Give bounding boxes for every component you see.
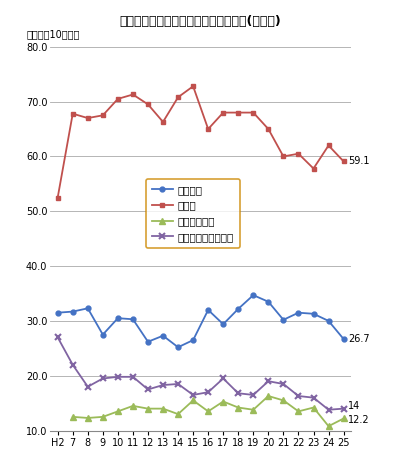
脳内出血 [100, 332, 105, 337]
脳梗塞 [296, 151, 301, 156]
Legend: 脳内出血, 脳梗塞, くも膜下出血, その他の脳血管疾患: 脳内出血, 脳梗塞, くも膜下出血, その他の脳血管疾患 [145, 179, 240, 249]
その他の脳血管疾患 [251, 392, 256, 398]
脳内出血 [326, 318, 331, 324]
くも膜下出血 [176, 411, 181, 417]
くも膜下出血 [70, 414, 75, 420]
くも膜下出血 [85, 415, 90, 421]
Title: 脳血管疾患の種類別死亡率の年次推移(熊本県): 脳血管疾患の種類別死亡率の年次推移(熊本県) [120, 15, 281, 28]
脳梗塞 [130, 92, 135, 97]
その他の脳血管疾患 [85, 384, 90, 389]
Text: 14: 14 [348, 401, 360, 411]
脳梗塞 [236, 110, 241, 116]
くも膜下出血 [100, 414, 105, 420]
その他の脳血管疾患 [281, 381, 286, 387]
Text: 59.1: 59.1 [348, 156, 370, 167]
脳内出血 [266, 299, 271, 305]
くも膜下出血 [206, 409, 211, 414]
その他の脳血管疾患 [70, 362, 75, 367]
くも膜下出血 [311, 405, 316, 410]
Line: くも膜下出血: くも膜下出血 [70, 393, 347, 429]
脳梗塞 [176, 95, 181, 100]
Text: 12.2: 12.2 [348, 415, 370, 425]
その他の脳血管疾患 [341, 406, 346, 411]
その他の脳血管疾患 [161, 382, 166, 388]
その他の脳血管疾患 [311, 395, 316, 401]
脳内出血 [115, 315, 120, 321]
脳内出血 [191, 337, 196, 343]
脳内出血 [236, 306, 241, 312]
Text: 率（人口10万対）: 率（人口10万対） [26, 29, 79, 39]
Line: 脳梗塞: 脳梗塞 [55, 84, 346, 200]
脳内出血 [206, 307, 211, 313]
その他の脳血管疾患 [100, 376, 105, 381]
脳内出血 [341, 336, 346, 342]
その他の脳血管疾患 [206, 389, 211, 395]
Line: その他の脳血管疾患: その他の脳血管疾患 [54, 334, 347, 413]
脳梗塞 [191, 83, 196, 89]
その他の脳血管疾患 [130, 374, 135, 380]
脳内出血 [70, 309, 75, 314]
脳内出血 [311, 311, 316, 316]
その他の脳血管疾患 [266, 379, 271, 384]
くも膜下出血 [145, 406, 150, 411]
脳内出血 [145, 339, 150, 344]
脳内出血 [281, 317, 286, 322]
その他の脳血管疾患 [145, 387, 150, 392]
脳内出血 [251, 292, 256, 298]
その他の脳血管疾患 [296, 393, 301, 399]
くも膜下出血 [281, 398, 286, 403]
その他の脳血管疾患 [55, 335, 60, 340]
脳梗塞 [55, 195, 60, 200]
脳梗塞 [266, 126, 271, 132]
くも膜下出血 [251, 407, 256, 412]
くも膜下出血 [221, 399, 226, 404]
脳梗塞 [100, 112, 105, 118]
脳内出血 [176, 344, 181, 350]
脳内出血 [55, 310, 60, 315]
Line: 脳内出血: 脳内出血 [55, 292, 346, 350]
脳梗塞 [70, 111, 75, 117]
くも膜下出血 [341, 416, 346, 421]
脳内出血 [296, 310, 301, 315]
くも膜下出血 [326, 424, 331, 429]
脳梗塞 [85, 115, 90, 121]
脳内出血 [161, 333, 166, 338]
脳梗塞 [221, 110, 226, 116]
脳内出血 [85, 306, 90, 311]
その他の脳血管疾患 [236, 390, 241, 396]
脳梗塞 [115, 96, 120, 102]
くも膜下出血 [191, 398, 196, 403]
脳梗塞 [206, 126, 211, 132]
脳梗塞 [281, 154, 286, 159]
その他の脳血管疾患 [115, 374, 120, 380]
Text: 26.7: 26.7 [348, 334, 370, 344]
その他の脳血管疾患 [176, 381, 181, 387]
脳内出血 [221, 322, 226, 327]
くも膜下出血 [236, 405, 241, 410]
その他の脳血管疾患 [191, 392, 196, 398]
くも膜下出血 [115, 409, 120, 414]
脳梗塞 [145, 102, 150, 107]
くも膜下出血 [296, 409, 301, 414]
脳梗塞 [326, 143, 331, 148]
その他の脳血管疾患 [221, 376, 226, 381]
脳内出血 [130, 316, 135, 322]
脳梗塞 [311, 166, 316, 171]
くも膜下出血 [266, 393, 271, 399]
その他の脳血管疾患 [326, 407, 331, 412]
脳梗塞 [341, 159, 346, 164]
脳梗塞 [251, 110, 256, 116]
脳梗塞 [161, 119, 166, 124]
くも膜下出血 [161, 406, 166, 411]
くも膜下出血 [130, 403, 135, 409]
